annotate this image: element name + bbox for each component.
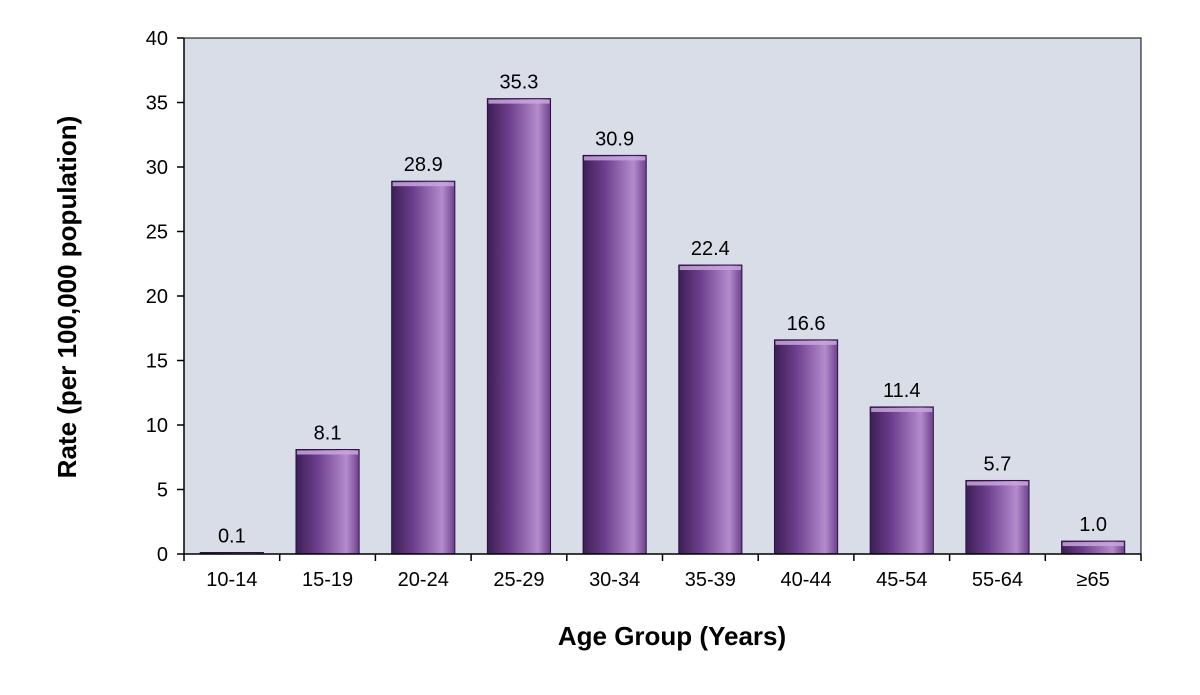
- x-tick-label: 55-64: [972, 569, 1023, 591]
- x-axis: 10-14 15-19 20-24 25-29 30-34 35-39 40-44 45-54…: [183, 554, 1142, 591]
- bar-body: [965, 479, 1030, 555]
- y-axis-title: Rate (per 100,000 population): [52, 116, 82, 479]
- bar-top-bevel: [584, 156, 646, 161]
- bar: [869, 406, 934, 555]
- x-tick-label: 15-19: [302, 569, 353, 591]
- bar-body: [486, 98, 552, 555]
- bar-top-bevel: [966, 481, 1029, 486]
- bar-body: [582, 154, 647, 555]
- x-tick-label: 25-29: [493, 569, 544, 591]
- y-axis: 0 5 10 15 20 25 30 35 40: [146, 28, 184, 566]
- bar-body: [391, 180, 456, 555]
- bar-value-label: 16.6: [787, 313, 826, 335]
- bar: [391, 180, 456, 555]
- bar-top-bevel: [296, 450, 359, 455]
- bar-body: [773, 339, 839, 555]
- y-tick-label: 30: [146, 157, 168, 179]
- y-tick-label: 35: [146, 93, 168, 115]
- bar-value-label: 11.4: [883, 380, 920, 402]
- bar-value-label: 8.1: [314, 423, 342, 445]
- x-tick-label: 20-24: [398, 569, 449, 591]
- x-tick-label: 30-34: [589, 569, 640, 591]
- bar-value-label: 30.9: [595, 128, 634, 150]
- x-tick-label: 45-54: [876, 569, 927, 591]
- bar-value-label: 28.9: [404, 154, 443, 176]
- bar-top-bevel: [488, 99, 550, 104]
- bar: [965, 479, 1030, 555]
- bar: [1061, 540, 1126, 555]
- y-tick-label: 25: [146, 222, 168, 244]
- x-tick-label: 40-44: [780, 569, 831, 591]
- bar-value-label: 5.7: [984, 453, 1012, 475]
- bar-top-bevel: [871, 407, 933, 412]
- y-tick-label: 40: [146, 28, 168, 50]
- x-tick-label: 10-14: [206, 569, 257, 591]
- bar-value-label: 1.0: [1079, 514, 1107, 536]
- bar-value-label: 22.4: [691, 238, 730, 260]
- bar: [486, 98, 552, 555]
- bar: [678, 264, 743, 555]
- x-tick-label: 35-39: [685, 569, 736, 591]
- y-tick-label: 10: [146, 415, 168, 437]
- bars-group: 0.1 8.1 28.9 35.3 30.9 22.4 16.6 11.4 5.7 1.0: [199, 72, 1126, 555]
- bar-top-bevel: [1062, 542, 1124, 547]
- y-tick-label: 20: [146, 286, 168, 308]
- bar: [773, 339, 839, 555]
- bar-top-bevel: [679, 266, 741, 271]
- bar: [582, 154, 647, 555]
- y-tick-label: 15: [146, 351, 168, 373]
- x-axis-title: Age Group (Years): [558, 621, 786, 651]
- y-tick-label: 0: [157, 544, 168, 566]
- bar-top-bevel: [775, 340, 837, 345]
- x-tick-label: ≥65: [1077, 569, 1110, 591]
- y-tick-label: 5: [157, 480, 168, 502]
- bar-value-label: 0.1: [218, 526, 246, 548]
- bar-top-bevel: [392, 182, 454, 187]
- bar-body: [295, 449, 360, 555]
- bar-body: [678, 264, 743, 555]
- bar-value-label: 35.3: [499, 72, 538, 94]
- bar-body: [869, 406, 934, 555]
- bar: [295, 449, 360, 555]
